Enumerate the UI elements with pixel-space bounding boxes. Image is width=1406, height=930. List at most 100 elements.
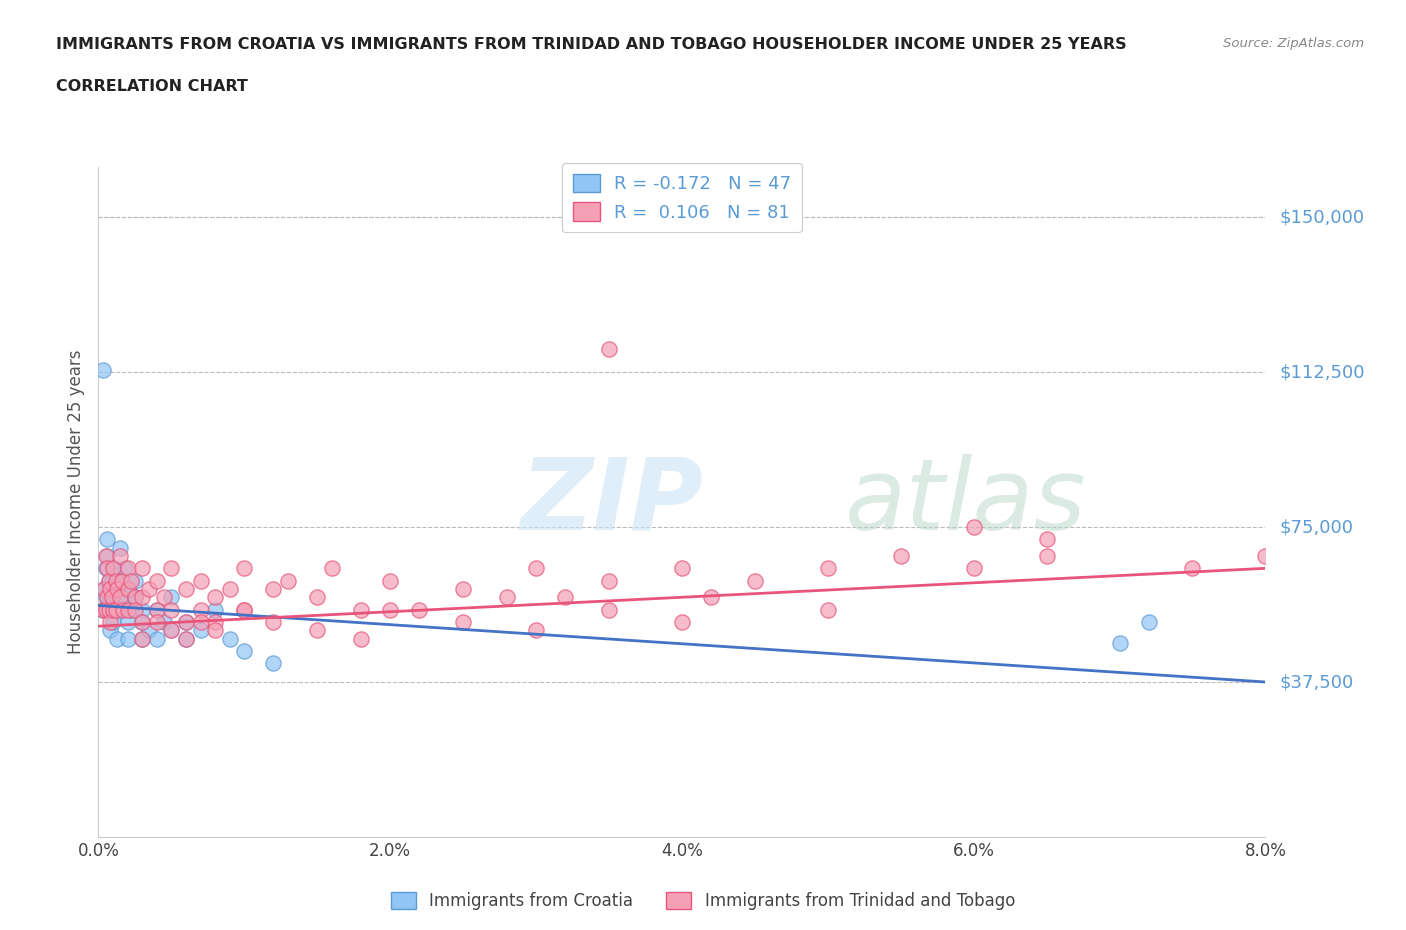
- Point: [307, 623, 329, 638]
- Point: [1181, 561, 1204, 576]
- Point: [111, 573, 134, 588]
- Text: ZIP: ZIP: [520, 454, 703, 551]
- Point: [146, 615, 169, 630]
- Point: [321, 561, 343, 576]
- Point: [160, 623, 183, 638]
- Point: [131, 631, 153, 646]
- Point: [97, 573, 120, 588]
- Point: [174, 631, 197, 646]
- Point: [598, 603, 620, 618]
- Point: [124, 590, 146, 604]
- Point: [890, 549, 912, 564]
- Point: [1108, 635, 1130, 650]
- Point: [120, 603, 142, 618]
- Point: [112, 603, 135, 618]
- Point: [105, 631, 128, 646]
- Point: [117, 561, 139, 576]
- Point: [101, 561, 124, 576]
- Point: [96, 549, 118, 564]
- Point: [408, 603, 430, 618]
- Text: atlas: atlas: [845, 454, 1087, 551]
- Point: [110, 540, 132, 555]
- Point: [101, 615, 124, 630]
- Point: [153, 615, 176, 630]
- Point: [160, 623, 183, 638]
- Point: [100, 590, 122, 604]
- Point: [131, 590, 153, 604]
- Point: [97, 603, 120, 618]
- Point: [104, 573, 127, 588]
- Point: [262, 656, 284, 671]
- Point: [174, 631, 197, 646]
- Point: [160, 590, 183, 604]
- Point: [101, 561, 124, 576]
- Point: [94, 603, 117, 618]
- Point: [307, 590, 329, 604]
- Point: [97, 573, 120, 588]
- Point: [117, 603, 139, 618]
- Point: [1035, 532, 1057, 547]
- Point: [91, 603, 114, 618]
- Point: [105, 590, 128, 604]
- Point: [131, 561, 153, 576]
- Point: [204, 603, 226, 618]
- Point: [110, 573, 132, 588]
- Point: [101, 603, 124, 618]
- Point: [138, 581, 160, 596]
- Point: [93, 581, 115, 596]
- Point: [744, 573, 766, 588]
- Point: [94, 590, 117, 604]
- Point: [104, 603, 127, 618]
- Point: [262, 615, 284, 630]
- Point: [233, 561, 256, 576]
- Point: [174, 581, 197, 596]
- Point: [671, 615, 693, 630]
- Point: [131, 615, 153, 630]
- Point: [100, 573, 122, 588]
- Point: [190, 615, 212, 630]
- Point: [817, 603, 839, 618]
- Point: [98, 590, 121, 604]
- Point: [98, 581, 121, 596]
- Point: [277, 573, 299, 588]
- Point: [105, 581, 128, 596]
- Point: [554, 590, 576, 604]
- Point: [598, 342, 620, 357]
- Point: [117, 581, 139, 596]
- Point: [110, 590, 132, 604]
- Point: [160, 561, 183, 576]
- Point: [94, 561, 117, 576]
- Point: [146, 573, 169, 588]
- Point: [190, 623, 212, 638]
- Point: [104, 603, 127, 618]
- Point: [233, 603, 256, 618]
- Point: [94, 549, 117, 564]
- Point: [146, 603, 169, 618]
- Point: [350, 603, 373, 618]
- Point: [218, 581, 240, 596]
- Text: Source: ZipAtlas.com: Source: ZipAtlas.com: [1223, 37, 1364, 50]
- Point: [233, 644, 256, 658]
- Point: [1254, 549, 1277, 564]
- Point: [378, 573, 402, 588]
- Point: [524, 561, 547, 576]
- Point: [451, 615, 474, 630]
- Text: $75,000: $75,000: [1279, 518, 1354, 536]
- Point: [962, 520, 984, 535]
- Point: [700, 590, 723, 604]
- Point: [124, 603, 146, 618]
- Point: [96, 532, 118, 547]
- Point: [153, 590, 176, 604]
- Point: [131, 615, 153, 630]
- Point: [671, 561, 693, 576]
- Point: [218, 631, 240, 646]
- Point: [124, 573, 146, 588]
- Text: $150,000: $150,000: [1279, 208, 1365, 226]
- Text: $112,500: $112,500: [1279, 363, 1365, 381]
- Legend: R = -0.172   N = 47, R =  0.106   N = 81: R = -0.172 N = 47, R = 0.106 N = 81: [562, 163, 801, 232]
- Point: [262, 581, 284, 596]
- Point: [233, 603, 256, 618]
- Point: [117, 631, 139, 646]
- Point: [190, 603, 212, 618]
- Point: [160, 603, 183, 618]
